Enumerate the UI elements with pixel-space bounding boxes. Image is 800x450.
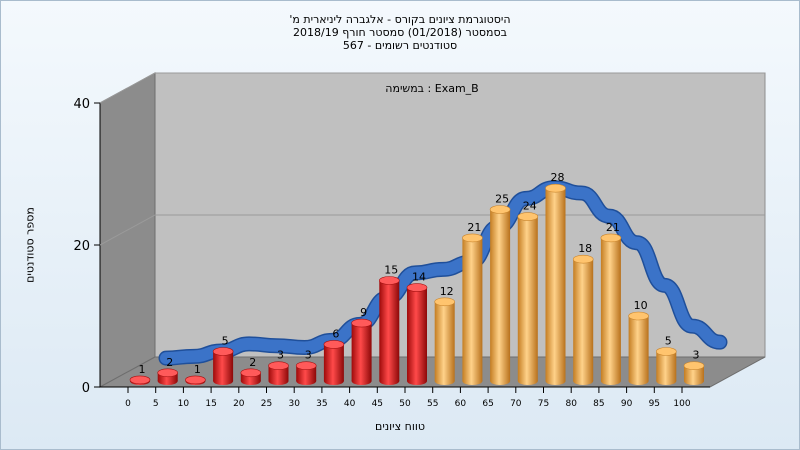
bar-value-label: 15 bbox=[384, 264, 398, 277]
histogram-bar bbox=[185, 375, 206, 385]
y-axis-label: מספר סטודנטים bbox=[23, 207, 37, 283]
x-tick-label: 60 bbox=[455, 399, 467, 409]
bar-value-label: 6 bbox=[332, 327, 339, 340]
x-tick-label: 40 bbox=[344, 399, 356, 409]
bar-value-label: 5 bbox=[222, 335, 229, 348]
bar-value-label: 1 bbox=[139, 363, 146, 376]
bar-value-label: 9 bbox=[360, 306, 367, 319]
histogram-bar bbox=[489, 205, 511, 385]
bar-value-label: 3 bbox=[305, 349, 312, 362]
chart-title-line-3: סטודנטים רשומים - 567 bbox=[342, 39, 458, 52]
histogram-bar bbox=[212, 347, 234, 385]
histogram-bar bbox=[462, 233, 483, 385]
x-tick-label: 100 bbox=[673, 399, 690, 409]
bar-value-label: 28 bbox=[551, 171, 565, 184]
x-tick-label: 55 bbox=[427, 399, 438, 409]
y-tick-label: 20 bbox=[73, 239, 90, 254]
bar-value-label: 18 bbox=[578, 242, 592, 255]
x-tick-label: 25 bbox=[261, 399, 272, 409]
histogram-bar bbox=[323, 340, 345, 385]
distribution-curve bbox=[160, 181, 726, 365]
histogram-bar bbox=[378, 276, 400, 385]
bar-value-label: 10 bbox=[634, 299, 648, 312]
histogram-bar bbox=[157, 368, 178, 385]
y-tick-label: 40 bbox=[73, 97, 90, 112]
bar-value-label: 21 bbox=[606, 221, 620, 234]
histogram-bar bbox=[129, 375, 151, 385]
histogram-bar bbox=[628, 311, 649, 385]
exam-annotation: במשימה : Exam_B bbox=[385, 82, 479, 95]
x-tick-label: 50 bbox=[399, 399, 411, 409]
bar-value-label: 12 bbox=[440, 285, 454, 298]
gridline-side bbox=[99, 214, 156, 246]
x-tick-label: 35 bbox=[316, 399, 327, 409]
histogram-bar bbox=[434, 297, 456, 385]
bar-value-label: 5 bbox=[665, 335, 672, 348]
x-axis-label: טווח ציונים bbox=[375, 420, 425, 433]
x-tick-label: 15 bbox=[205, 399, 216, 409]
x-tick-label: 65 bbox=[482, 399, 493, 409]
histogram-bar bbox=[655, 347, 677, 385]
histogram-bar bbox=[240, 368, 262, 385]
bar-value-label: 14 bbox=[412, 271, 426, 284]
x-tick-label: 90 bbox=[621, 399, 633, 409]
bar-value-label: 21 bbox=[467, 221, 481, 234]
x-tick-label: 95 bbox=[649, 399, 660, 409]
x-tick-label: 5 bbox=[153, 399, 159, 409]
x-tick-label: 75 bbox=[538, 399, 549, 409]
x-tick-label: 80 bbox=[565, 399, 577, 409]
x-tick-label: 20 bbox=[233, 399, 245, 409]
histogram-bar bbox=[600, 233, 622, 385]
x-tick-label: 0 bbox=[125, 399, 131, 409]
x-tick-label: 45 bbox=[372, 399, 383, 409]
histogram-bar bbox=[351, 318, 372, 385]
y-tick-label: 0 bbox=[82, 381, 90, 396]
x-tick-label: 70 bbox=[510, 399, 522, 409]
histogram-bar bbox=[517, 212, 539, 385]
x-tick-label: 30 bbox=[288, 399, 300, 409]
chart-title-line-2: בסמסטר (01/2018) סמסטר חורף 2018/19 bbox=[293, 26, 507, 39]
bar-value-label: 3 bbox=[693, 349, 700, 362]
bar-value-label: 25 bbox=[495, 193, 509, 206]
bar-value-label: 2 bbox=[249, 356, 256, 369]
histogram-bar bbox=[295, 361, 317, 385]
bar-value-label: 24 bbox=[523, 200, 537, 213]
bar-value-label: 1 bbox=[194, 363, 201, 376]
histogram-bar bbox=[268, 361, 289, 385]
x-tick-label: 85 bbox=[593, 399, 604, 409]
x-tick-label: 10 bbox=[178, 399, 190, 409]
histogram-bar bbox=[683, 361, 705, 385]
histogram-bar bbox=[406, 283, 428, 385]
histogram-bar bbox=[572, 254, 594, 385]
gridline-side bbox=[99, 72, 156, 104]
histogram-bar bbox=[545, 183, 566, 385]
bar-value-label: 3 bbox=[277, 349, 284, 362]
chart-title-line-1: היסטוגרמת ציונים בקורס - אלגברה ליניארית… bbox=[289, 13, 511, 26]
bar-value-label: 2 bbox=[166, 356, 173, 369]
